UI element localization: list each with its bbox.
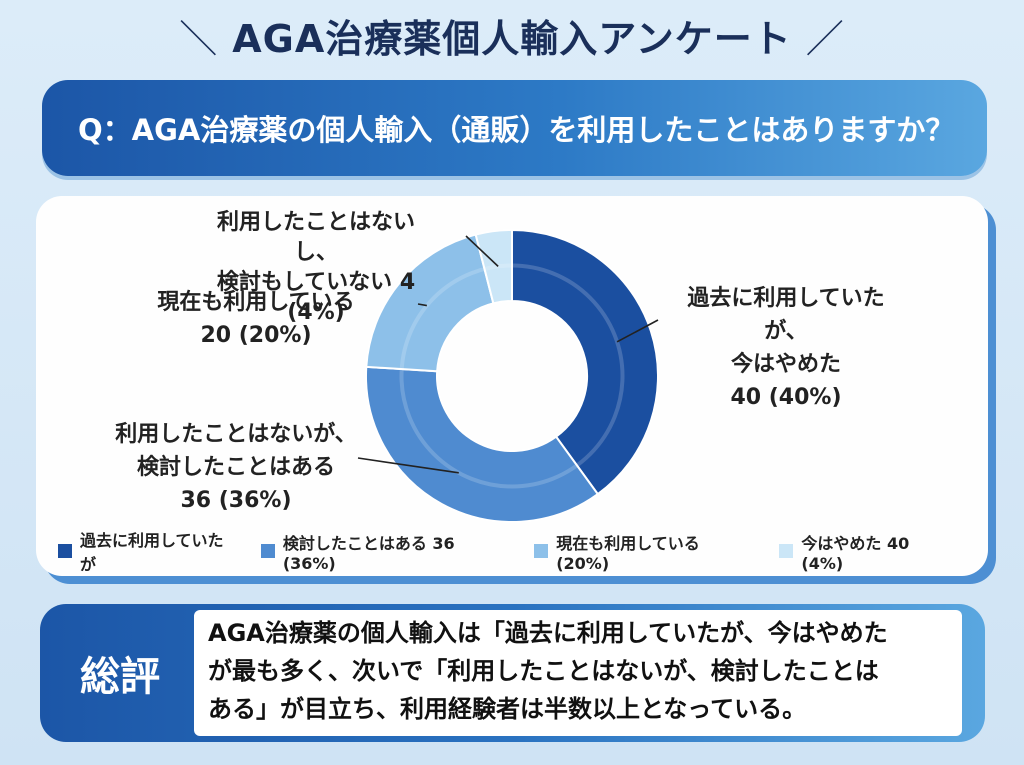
legend-item: 今はやめた 40 (4%) [779,530,956,573]
legend-item: 現在も利用している (20%) [534,530,757,573]
donut-ring-highlight [399,263,625,489]
legend-label: 検討したことはある 36 (36%) [282,533,455,573]
donut-chart [357,228,659,523]
title-deco-right: ／ [805,17,845,61]
label-none-line1: 利用したことはないし、 [216,210,415,265]
legend-swatch [779,544,794,558]
summary-text: AGA治療薬の個人輸入は「過去に利用していたが、今はやめた が最も多く、次いで「… [194,610,962,736]
legend-label: 今はやめた 40 (4%) [801,533,910,573]
label-past-line3: 40 (40%) [730,385,842,410]
label-past-line2: 今はやめた [730,352,841,377]
chart-card: 過去に利用していたが、 今はやめた 40 (40%) 利用したことはないし、 検… [36,196,988,576]
leader-line [357,457,459,474]
legend-label: 現在も利用している (20%) [556,533,700,573]
legend-swatch [534,544,549,558]
slice-current [365,233,495,373]
label-past-line1: 過去に利用していたが、 [687,286,885,344]
leader-line [417,303,427,307]
question-text: Q：AGA治療薬の個人輸入（通販）を利用したことはありますか？ [78,113,955,147]
label-past: 過去に利用していたが、 今はやめた 40 (40%) [676,282,896,414]
leader-line [616,319,659,343]
summary-line: ある」が目立ち、利用経験者は半数以上となっている。 [208,695,807,723]
label-current-line1: 現在も利用している [157,290,355,315]
legend-swatch [58,544,72,558]
slice-considered [365,365,600,523]
summary-panel: 総評 AGA治療薬の個人輸入は「過去に利用していたが、今はやめた が最も多く、次… [40,604,985,742]
legend-item: 過去に利用していたが [58,527,239,575]
slice-past [511,228,659,496]
label-considered-line3: 36 (36%) [180,488,292,513]
title-deco-left: ＼ [179,17,219,61]
legend-swatch [260,544,275,558]
leader-line [465,235,499,267]
page-title: ＼ AGA治療薬個人輸入アンケート ／ [0,8,1024,63]
label-considered-line1: 利用したことはないが、 [115,422,357,447]
label-considered-line2: 検討したことはある [136,455,335,480]
summary-line: が最も多く、次いで「利用したことはないが、検討したことは [208,657,879,685]
title-text: AGA治療薬個人輸入アンケート [232,17,792,61]
legend-item: 検討したことはある 36 (36%) [260,530,512,573]
question-bar: Q：AGA治療薬の個人輸入（通販）を利用したことはありますか？ [42,80,987,176]
summary-line: AGA治療薬の個人輸入は「過去に利用していたが、今はやめた [208,619,888,647]
slice-none [474,228,513,305]
label-considered: 利用したことはないが、 検討したことはある 36 (36%) [96,418,376,517]
summary-heading: 総評 [80,654,160,700]
label-current-line2: 20 (20%) [200,323,312,348]
label-none-line2: 検討もしていない 4 (4%) [216,270,416,325]
label-current: 現在も利用している 20 (20%) [136,286,376,352]
label-none: 利用したことはないし、 検討もしていない 4 (4%) [201,208,431,328]
legend-label: 過去に利用していたが [79,531,224,574]
legend: 過去に利用していたが 検討したことはある 36 (36%) 現在も利用している … [58,531,978,574]
